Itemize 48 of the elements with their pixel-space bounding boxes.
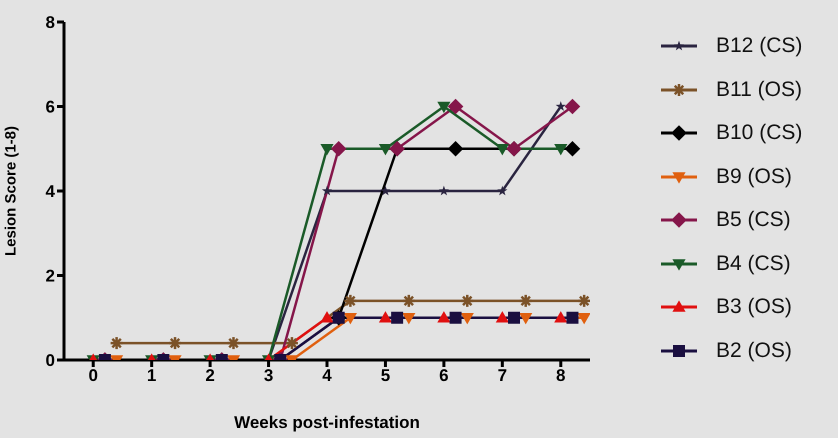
legend-label: B4 (CS) — [716, 252, 791, 276]
legend-label: B9 (OS) — [716, 164, 792, 188]
point — [380, 186, 391, 196]
point — [448, 140, 464, 157]
point — [437, 311, 450, 323]
x-tick-label: 5 — [380, 366, 390, 386]
legend-label: B12 (CS) — [716, 34, 802, 58]
x-tick-label: 2 — [205, 366, 215, 386]
x-tick-label: 0 — [88, 366, 98, 386]
point — [497, 186, 508, 196]
point — [378, 311, 392, 323]
y-tick-label: 2 — [46, 266, 55, 286]
x-tick-label: 8 — [556, 366, 566, 386]
legend-label: B10 (CS) — [716, 121, 802, 145]
legend-label: B5 (CS) — [716, 208, 791, 232]
point — [378, 144, 392, 156]
y-axis-title: Lesion Score (1-8) — [2, 126, 20, 256]
point — [391, 312, 404, 324]
x-tick-label: 1 — [146, 366, 156, 386]
point — [496, 311, 509, 323]
point — [554, 144, 568, 156]
y-tick-label: 6 — [46, 98, 55, 117]
x-tick-label: 7 — [498, 366, 508, 386]
point — [320, 144, 334, 156]
point — [320, 311, 334, 323]
x-axis-title: Weeks post-infestation — [234, 413, 420, 432]
x-tick-label: 4 — [322, 366, 332, 386]
point — [554, 311, 568, 323]
point — [496, 144, 509, 156]
legend-label: B3 (OS) — [716, 295, 792, 319]
x-tick-label: 3 — [264, 366, 274, 386]
legend-label: B11 (OS) — [716, 78, 802, 102]
point — [564, 140, 580, 157]
point — [330, 140, 346, 157]
point — [450, 312, 462, 324]
point — [508, 312, 520, 324]
y-tick-label: 8 — [46, 13, 55, 32]
point — [437, 102, 450, 114]
point — [438, 186, 450, 196]
point — [566, 312, 578, 324]
x-tick-label: 6 — [439, 366, 449, 386]
point — [556, 101, 566, 111]
point — [448, 98, 464, 114]
point — [564, 98, 580, 114]
legend-label: B2 (OS) — [716, 338, 792, 362]
y-tick-label: 4 — [46, 182, 56, 202]
point — [322, 186, 332, 196]
y-tick-label: 0 — [46, 351, 55, 370]
